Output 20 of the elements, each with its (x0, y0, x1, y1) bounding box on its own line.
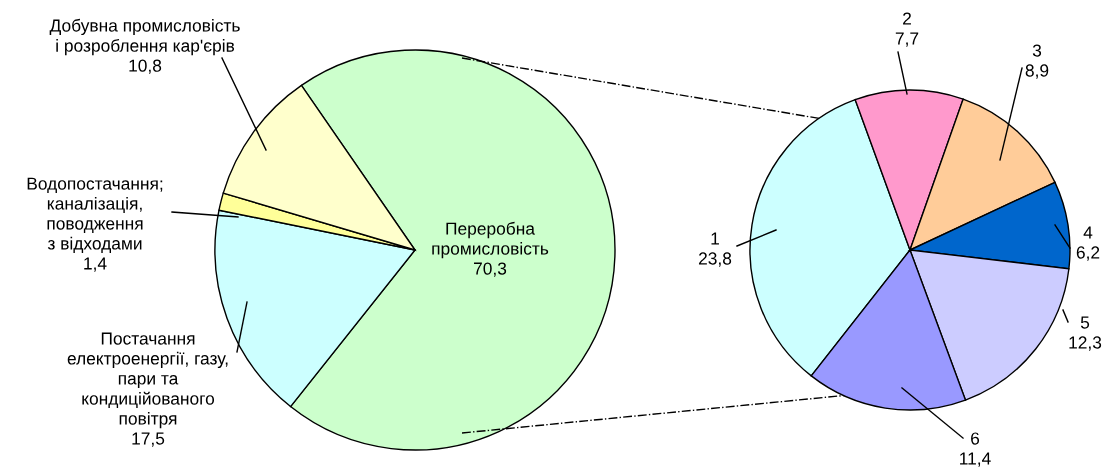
data-label: 1,4 (84, 257, 107, 272)
data-label: 12,3 (1069, 336, 1102, 351)
slice-label: Переробна промисловість (432, 221, 549, 259)
slice-label: Водопостачання; каналізація, поводження з відходами (27, 177, 163, 253)
slice-label: 3 (1032, 44, 1042, 57)
data-label: 70,3 (474, 262, 507, 277)
data-label: 11,4 (960, 452, 991, 467)
data-label: 17,5 (132, 432, 165, 447)
data-label: 8,9 (1025, 64, 1049, 79)
slice-label: Постачання електроенергії, газу, пари та кондиційованого повітря (67, 332, 228, 429)
slice-label: 5 (1080, 316, 1090, 329)
data-label: 7,7 (895, 32, 919, 47)
slice-label: 2 (903, 12, 911, 25)
slice-label: 1 (711, 232, 719, 245)
data-label: 6,2 (1076, 246, 1100, 261)
data-label: 23,8 (698, 252, 732, 267)
slice-label: 6 (971, 432, 980, 445)
slice-label: Добувна промисловість і розроблення кар'єрів (49, 18, 240, 56)
slice-label: 4 (1083, 226, 1093, 239)
data-label: 10,8 (129, 59, 162, 74)
